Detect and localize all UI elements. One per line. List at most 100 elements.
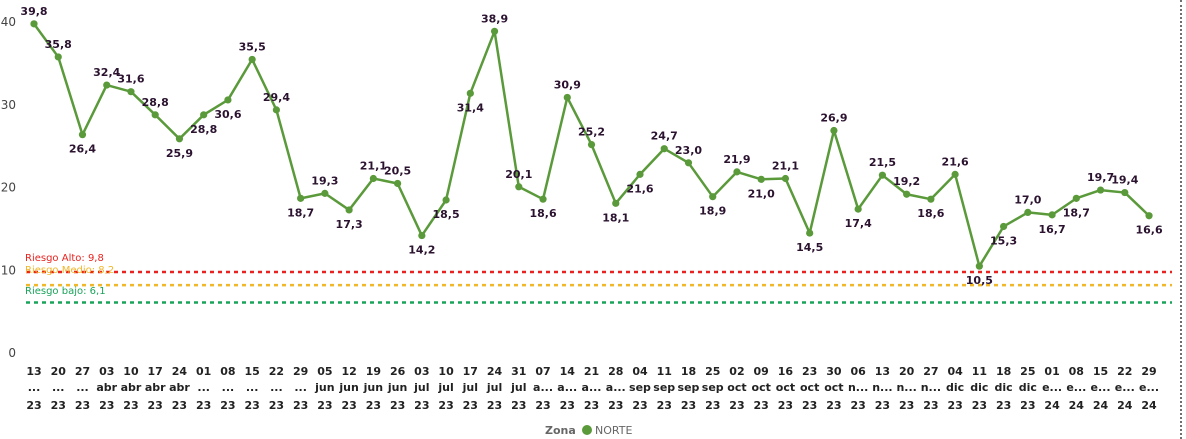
data-label: 30,9 xyxy=(554,78,581,91)
x-tick-line: jul xyxy=(437,381,453,394)
x-tick-line: oct xyxy=(727,381,746,394)
x-tick-line: 24 xyxy=(1117,399,1133,412)
x-tick-line: ... xyxy=(270,381,283,394)
x-tick-label: 07 a... 23 xyxy=(533,365,553,412)
x-tick-label: 11 sep 23 xyxy=(653,365,675,412)
x-tick-label: 23 oct 23 xyxy=(800,365,819,412)
data-label: 19,7 xyxy=(1087,171,1114,184)
x-tick-line: abr xyxy=(96,381,117,394)
data-label: 17,0 xyxy=(1014,193,1041,206)
data-label: 15,3 xyxy=(990,234,1017,247)
data-point xyxy=(733,168,741,176)
x-tick-label: 10 jul 23 xyxy=(437,365,454,412)
x-tick-line: 23 xyxy=(438,399,453,412)
x-tick-label: 01 e... 24 xyxy=(1042,365,1062,412)
data-label: 21,0 xyxy=(748,187,775,200)
x-tick-line: 12 xyxy=(341,365,356,378)
data-point xyxy=(806,229,814,237)
x-tick-line: 29 xyxy=(1141,365,1156,378)
x-tick-label: 24 abr 23 xyxy=(169,365,190,412)
y-tick-label-0: 0 xyxy=(8,346,16,360)
data-point xyxy=(175,135,184,143)
x-tick-line: 28 xyxy=(608,365,623,378)
x-tick-line: dic xyxy=(1019,381,1037,394)
x-tick-line: 23 xyxy=(269,399,284,412)
x-tick-line: 23 xyxy=(245,399,260,412)
x-tick-label: 19 jun 23 xyxy=(363,365,383,412)
x-tick-label: 22... 23 xyxy=(269,365,284,412)
x-tick-label: 27 n... 23 xyxy=(921,365,941,412)
x-tick-line: 17 xyxy=(463,365,478,378)
data-label: 28,8 xyxy=(142,96,169,109)
x-tick-label: 31 jul 23 xyxy=(510,365,526,412)
x-tick-line: sep xyxy=(702,381,724,394)
data-label: 19,3 xyxy=(311,174,338,187)
x-tick-label: 15... 23 xyxy=(245,365,260,412)
x-tick-line: sep xyxy=(629,381,651,394)
x-tick-line: dic xyxy=(995,381,1013,394)
x-tick-label: 18 sep 23 xyxy=(678,365,700,412)
x-tick-line: oct xyxy=(800,381,819,394)
data-point xyxy=(1096,186,1105,194)
data-label: 28,8 xyxy=(190,123,217,136)
x-tick-line: 01 xyxy=(196,365,211,378)
x-tick-label: 05 jun 23 xyxy=(314,365,334,412)
x-tick-label: 26 jun 23 xyxy=(387,365,407,412)
data-point xyxy=(951,170,959,178)
data-label: 39,8 xyxy=(20,5,47,18)
data-labels: 39,8 35,8 26,4 32,431,6 28,8 25,9 28,8 30,6 35,5… xyxy=(20,5,1163,287)
x-tick-line: abr xyxy=(121,381,142,394)
x-tick-line: 23 xyxy=(487,399,502,412)
data-label: 25,2 xyxy=(578,126,605,139)
data-point xyxy=(127,88,135,96)
data-point xyxy=(1000,222,1008,231)
x-tick-label: 01... 23 xyxy=(196,365,211,412)
x-tick-line: ... xyxy=(246,381,259,394)
data-label: 16,6 xyxy=(1135,224,1162,237)
x-tick-label: 24 jul 23 xyxy=(486,365,503,412)
data-label: 18,5 xyxy=(433,208,460,221)
x-tick-label: 11 dic 23 xyxy=(970,365,988,412)
x-tick-line: 03 xyxy=(414,365,429,378)
data-point xyxy=(103,81,111,89)
data-label: 10,5 xyxy=(966,274,993,287)
data-point xyxy=(30,20,38,28)
data-point xyxy=(1145,212,1153,220)
x-tick-line: 08 xyxy=(1069,365,1084,378)
x-tick-label: 30 oct 23 xyxy=(824,365,843,412)
x-tick-line: 23 xyxy=(99,399,114,412)
data-point xyxy=(587,140,596,149)
x-tick-line: ... xyxy=(28,381,41,394)
y-axis: 0 10 20 30 40 xyxy=(1,15,16,360)
data-point xyxy=(345,206,353,214)
x-tick-line: 23 xyxy=(705,399,720,412)
y-tick-label-10: 10 xyxy=(1,263,16,277)
data-point xyxy=(1121,188,1129,197)
x-tick-line: jun xyxy=(387,381,407,394)
legend[interactable]: Zona NORTE xyxy=(545,424,632,437)
data-label: 21,9 xyxy=(723,153,750,166)
x-tick-line: oct xyxy=(824,381,843,394)
x-tick-line: e... xyxy=(1139,381,1159,394)
x-tick-label: 21 a... 23 xyxy=(582,365,602,412)
x-tick-label: 25 sep 23 xyxy=(702,365,724,412)
x-tick-label: 18 dic 23 xyxy=(995,365,1013,412)
x-tick-label: 16 oct 23 xyxy=(776,365,795,412)
x-tick-label: 20... 23 xyxy=(51,365,67,412)
x-tick-line: 23 xyxy=(75,399,90,412)
data-label: 17,4 xyxy=(845,217,872,230)
x-tick-line: a... xyxy=(533,381,553,394)
x-tick-line: 23 xyxy=(729,399,744,412)
data-label: 38,9 xyxy=(481,12,508,25)
x-tick-line: 08 xyxy=(220,365,235,378)
data-point xyxy=(927,195,935,203)
x-tick-line: 23 xyxy=(754,399,769,412)
data-point xyxy=(151,111,159,119)
data-point xyxy=(466,89,474,97)
x-tick-line: 23 xyxy=(875,399,890,412)
legend-item-norte[interactable]: NORTE xyxy=(595,424,632,437)
data-point xyxy=(442,196,450,204)
x-tick-line: ... xyxy=(222,381,235,394)
x-tick-line: 11 xyxy=(657,365,672,378)
x-tick-label: 08... 23 xyxy=(220,365,235,412)
